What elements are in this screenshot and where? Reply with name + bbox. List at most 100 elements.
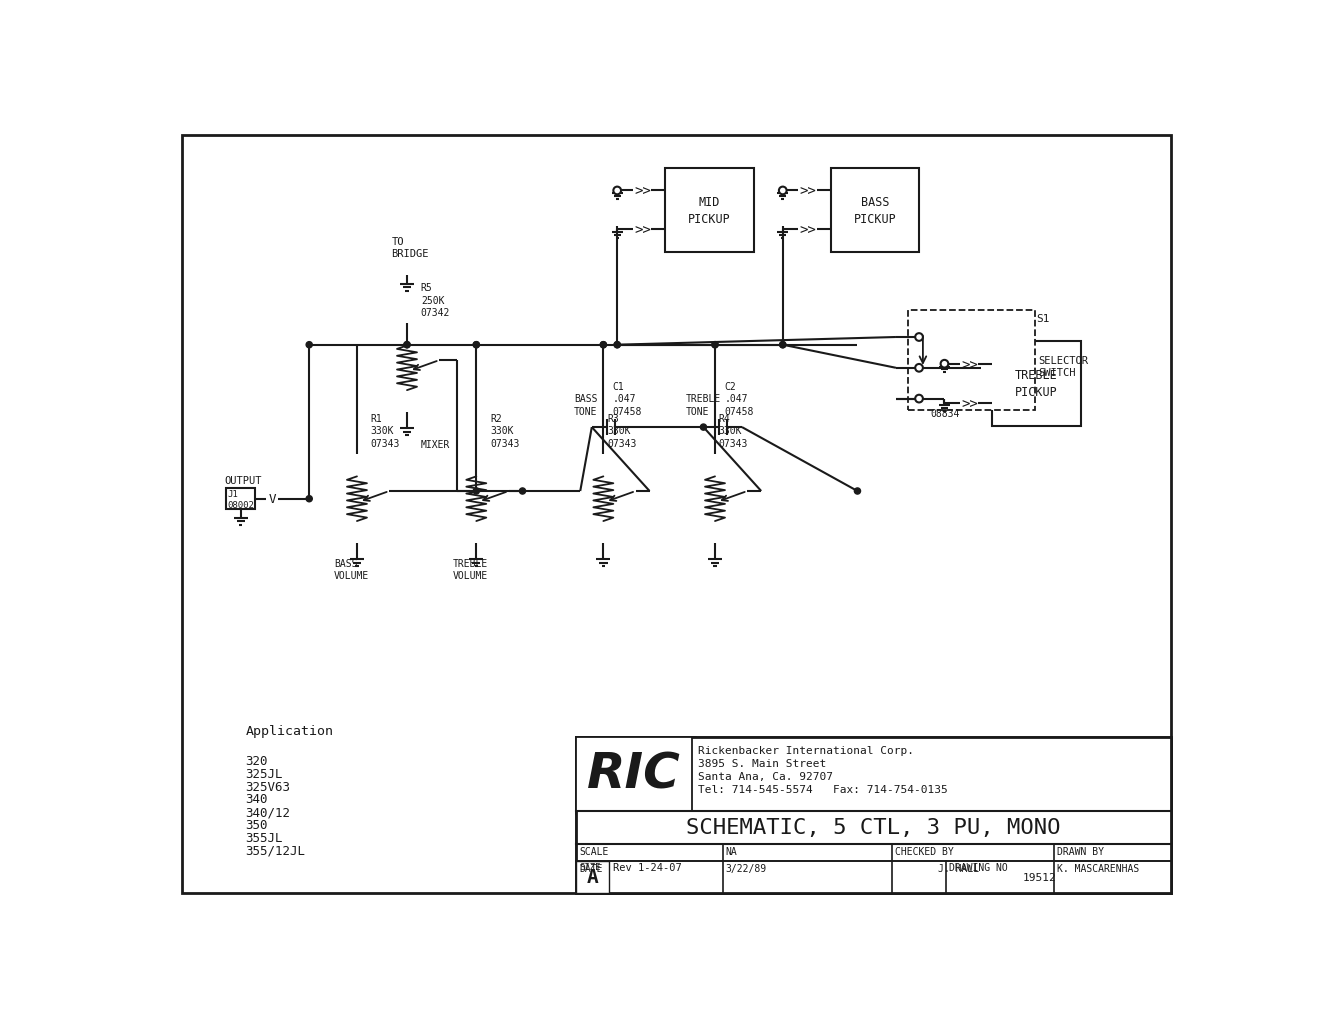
Text: SIZE: SIZE — [579, 862, 601, 871]
Circle shape — [614, 342, 620, 348]
Text: DATE: DATE — [579, 865, 603, 875]
Text: NA: NA — [642, 849, 653, 858]
Bar — [577, 738, 1171, 893]
Text: Rev 1-24-07: Rev 1-24-07 — [614, 862, 682, 872]
Circle shape — [941, 361, 948, 368]
Circle shape — [614, 187, 622, 195]
Text: RIC: RIC — [587, 750, 681, 798]
Text: R3
330K
07343: R3 330K 07343 — [607, 414, 636, 448]
Circle shape — [711, 342, 718, 348]
Text: SIZE: SIZE — [579, 862, 601, 871]
Text: TO
BRIDGE: TO BRIDGE — [392, 236, 429, 259]
Text: DRAWING NO: DRAWING NO — [949, 862, 1008, 872]
Text: C1
.047
07458: C1 .047 07458 — [612, 381, 642, 416]
Text: Rickenbacker International Corp.: Rickenbacker International Corp. — [702, 744, 917, 754]
Circle shape — [701, 425, 706, 431]
Text: 3895 S. Main Street: 3895 S. Main Street — [698, 758, 826, 768]
Text: A: A — [586, 870, 598, 890]
Text: 320: 320 — [246, 755, 268, 767]
Text: K. MASCARENHAS: K. MASCARENHAS — [1057, 863, 1139, 873]
Text: >>: >> — [961, 358, 978, 371]
Text: OUTPUT: OUTPUT — [224, 476, 261, 485]
Circle shape — [404, 342, 411, 348]
Text: >>: >> — [634, 223, 651, 237]
Text: Santa Ana, Ca. 92707: Santa Ana, Ca. 92707 — [702, 768, 837, 779]
Circle shape — [711, 342, 718, 348]
Text: R5
250K
07342: R5 250K 07342 — [421, 283, 450, 318]
Circle shape — [780, 342, 785, 348]
Text: MID
PICKUP: MID PICKUP — [688, 196, 730, 226]
Text: Rev 1-24-07: Rev 1-24-07 — [614, 864, 682, 874]
Circle shape — [306, 496, 313, 502]
Circle shape — [915, 334, 923, 341]
Text: SCALE: SCALE — [579, 849, 609, 858]
Text: 355/12JL: 355/12JL — [246, 844, 305, 856]
Text: NA: NA — [726, 846, 738, 856]
Text: Tel: 714-545-5574   Fax: 714-754-0135: Tel: 714-545-5574 Fax: 714-754-0135 — [698, 785, 948, 795]
Text: 355JL: 355JL — [246, 830, 282, 844]
Text: Rickenbacker International Corp.: Rickenbacker International Corp. — [698, 745, 913, 755]
Text: SELECTOR
SWITCH: SELECTOR SWITCH — [1039, 356, 1089, 378]
Bar — [577, 738, 692, 811]
Text: TREBLE
PICKUP: TREBLE PICKUP — [1015, 369, 1057, 398]
Text: R2
330K
07343: R2 330K 07343 — [490, 414, 520, 448]
Bar — [577, 835, 609, 864]
Bar — [908, 311, 1035, 411]
Circle shape — [601, 342, 606, 348]
Text: C2
.047
07458: C2 .047 07458 — [725, 381, 754, 416]
Text: J. HALL: J. HALL — [939, 863, 979, 873]
Text: DATE: DATE — [579, 863, 603, 873]
Circle shape — [779, 187, 787, 195]
Circle shape — [520, 488, 525, 494]
Text: 3895 S. Main Street: 3895 S. Main Street — [702, 756, 830, 766]
Bar — [993, 341, 1081, 426]
Text: MIXER: MIXER — [421, 440, 450, 450]
Text: J. HALL: J. HALL — [800, 865, 841, 875]
Text: A: A — [586, 867, 598, 887]
Text: >>: >> — [961, 396, 978, 411]
Bar — [577, 861, 609, 893]
Text: DRAWING NO: DRAWING NO — [949, 862, 1008, 872]
Circle shape — [474, 342, 479, 348]
Text: R1
330K
07343: R1 330K 07343 — [371, 414, 400, 448]
Text: SCALE: SCALE — [579, 846, 609, 856]
Circle shape — [854, 488, 861, 494]
Text: TREBLE
TONE: TREBLE TONE — [686, 393, 721, 416]
Text: 340/12: 340/12 — [246, 805, 290, 818]
Bar — [665, 168, 754, 253]
Bar — [577, 861, 609, 893]
Circle shape — [915, 365, 923, 372]
Bar — [577, 738, 1171, 893]
Text: CHECKED BY: CHECKED BY — [756, 849, 816, 858]
Text: S1: S1 — [1036, 314, 1049, 324]
Text: BASS
PICKUP: BASS PICKUP — [854, 196, 896, 226]
Circle shape — [404, 342, 411, 348]
Text: CHECKED BY: CHECKED BY — [895, 846, 954, 856]
Bar — [577, 738, 1171, 893]
Text: K. MASCARENHAS: K. MASCARENHAS — [957, 865, 1039, 875]
Circle shape — [601, 342, 606, 348]
Text: >>: >> — [800, 223, 817, 237]
Circle shape — [474, 342, 479, 348]
Text: 3/22/89: 3/22/89 — [642, 865, 682, 875]
Bar — [830, 168, 919, 253]
Text: BASS
VOLUME: BASS VOLUME — [334, 558, 370, 581]
Text: 325V63: 325V63 — [246, 780, 290, 793]
Circle shape — [306, 342, 313, 348]
Text: DRAWN BY: DRAWN BY — [1057, 846, 1104, 856]
Text: RIC: RIC — [589, 752, 682, 800]
Text: V: V — [268, 493, 276, 505]
Circle shape — [474, 488, 479, 494]
Text: SCHEMATIC, 5 CTL, 3 PU, MONO: SCHEMATIC, 5 CTL, 3 PU, MONO — [686, 817, 1061, 838]
Text: DRAWN BY: DRAWN BY — [957, 849, 1003, 858]
Text: TREBLE
VOLUME: TREBLE VOLUME — [453, 558, 488, 581]
Circle shape — [915, 395, 923, 404]
Text: J1
08002: J1 08002 — [227, 489, 255, 510]
Text: BASS
TONE: BASS TONE — [574, 393, 598, 416]
Bar — [577, 738, 696, 814]
Circle shape — [780, 342, 785, 348]
Text: 340: 340 — [246, 793, 268, 806]
Text: 325JL: 325JL — [246, 767, 282, 781]
Text: >>: >> — [634, 184, 651, 199]
Text: A: A — [586, 867, 598, 887]
